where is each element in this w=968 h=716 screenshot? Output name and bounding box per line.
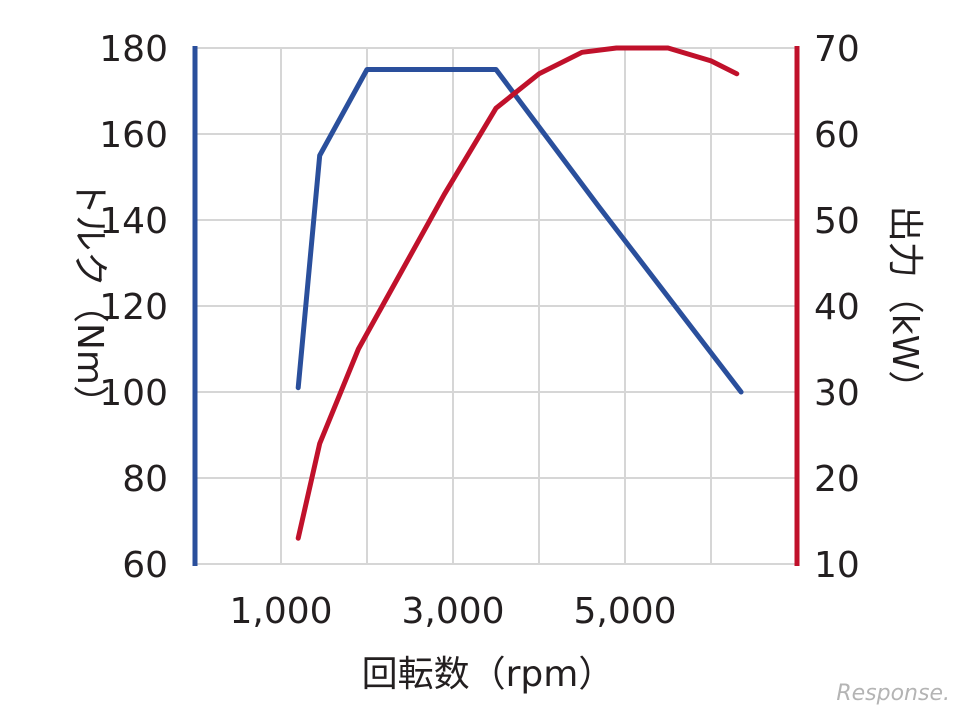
x-axis-title: 回転数（rpm） xyxy=(362,654,615,695)
x-tick-label: 3,000 xyxy=(401,591,504,632)
left-y-tick-label: 120 xyxy=(99,287,168,328)
left-y-tick-label: 80 xyxy=(122,459,168,500)
right-y-tick-label: 10 xyxy=(814,545,860,586)
right-y-tick-label: 40 xyxy=(814,287,860,328)
left-y-tick-label: 140 xyxy=(99,201,168,242)
right-y-tick-label: 70 xyxy=(814,29,860,70)
tick-labels: 60 80 100 120 140 160 180 10 20 30 40 50 60 70 1,000 3,… xyxy=(99,29,860,632)
torque-line xyxy=(295,67,744,395)
left-y-tick-label: 100 xyxy=(99,373,168,414)
left-y-axis-title: トルク（Nm） xyxy=(69,179,110,421)
left-y-tick-label: 60 xyxy=(122,545,168,586)
axis-titles: 回転数（rpm） トルク（Nm） 出力（kW） xyxy=(69,179,925,695)
x-tick-label: 5,000 xyxy=(573,591,676,632)
watermark-text: Response. xyxy=(836,681,950,706)
right-y-tick-label: 50 xyxy=(814,201,860,242)
power-line xyxy=(295,45,740,541)
grid-lines xyxy=(195,47,797,565)
right-y-tick-label: 30 xyxy=(814,373,860,414)
right-y-tick-label: 20 xyxy=(814,459,860,500)
axes xyxy=(192,46,800,566)
x-tick-label: 1,000 xyxy=(229,591,332,632)
right-y-tick-label: 60 xyxy=(814,115,860,156)
series-lines xyxy=(295,45,744,541)
left-y-tick-label: 160 xyxy=(99,115,168,156)
right-y-axis-title: 出力（kW） xyxy=(884,206,925,406)
left-y-tick-label: 180 xyxy=(99,29,168,70)
